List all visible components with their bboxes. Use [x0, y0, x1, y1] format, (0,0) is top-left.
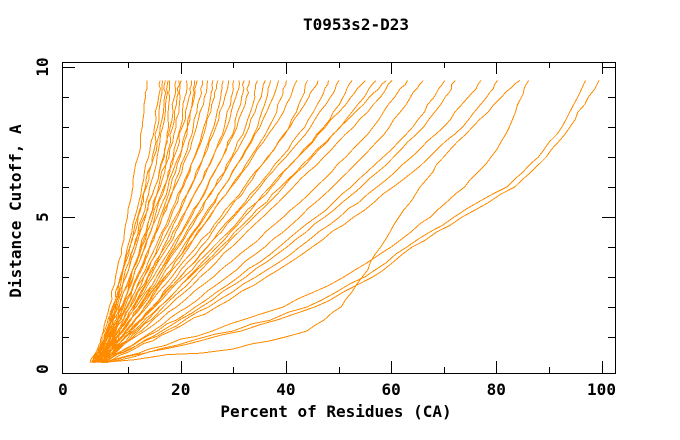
y-tick-label: 10	[33, 57, 52, 77]
model-curve	[92, 80, 182, 363]
x-tick-label: 60	[381, 380, 401, 399]
model-curve	[104, 80, 456, 363]
model-curve	[95, 80, 279, 363]
x-tick-label: 0	[58, 380, 68, 399]
x-tick-label: 100	[587, 380, 616, 399]
model-curve	[99, 80, 482, 363]
x-tick-label: 80	[486, 380, 506, 399]
model-curve	[105, 80, 530, 363]
model-curve	[101, 80, 377, 363]
model-curve	[101, 80, 587, 363]
model-curve	[93, 80, 208, 363]
model-curve	[95, 80, 171, 363]
model-curve	[91, 80, 230, 363]
model-curve	[103, 80, 424, 363]
x-tick-label: 20	[171, 380, 191, 399]
model-curve	[91, 80, 193, 363]
model-curve	[100, 80, 353, 363]
model-curve	[97, 80, 258, 363]
model-curve	[97, 80, 408, 363]
model-curve	[90, 80, 177, 363]
model-curve	[105, 80, 498, 363]
model-curve	[92, 80, 240, 363]
model-curve	[99, 80, 245, 363]
model-curve	[93, 80, 198, 363]
model-curve	[102, 80, 393, 363]
model-curve	[96, 80, 387, 363]
chart-title: T0953s2-D23	[303, 15, 409, 34]
model-curve	[94, 80, 298, 363]
model-curve	[94, 80, 366, 363]
model-curve	[93, 80, 266, 363]
model-curve	[98, 80, 446, 363]
y-tick-label: 5	[33, 212, 52, 222]
model-curve	[101, 80, 521, 363]
model-curve	[100, 80, 308, 363]
model-curve	[106, 80, 600, 363]
model-curve	[95, 80, 319, 363]
model-curve	[97, 80, 214, 363]
y-tick-label: 0	[33, 364, 52, 374]
x-tick-label: 40	[276, 380, 296, 399]
model-curve	[89, 80, 167, 363]
x-axis-label: Percent of Residues (CA)	[220, 402, 452, 421]
